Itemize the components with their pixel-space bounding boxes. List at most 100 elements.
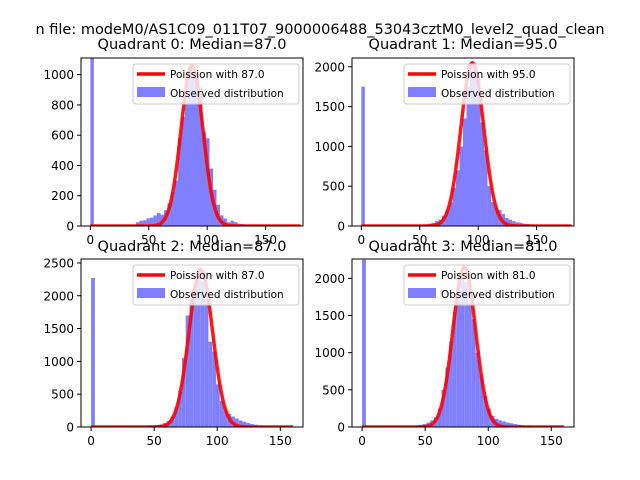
quadrant-1-x-tick-label: 150 (525, 233, 548, 247)
quadrant-0-hist-bar (184, 100, 189, 226)
quadrant-2-hist-bar (197, 276, 201, 427)
quadrant-0-panel: Quadrant 0: Median=87.0 0 50 100 150 0 200 400… (43, 37, 304, 247)
quadrant-3-hist-bar (468, 304, 472, 427)
quadrant-0-hist-bar (149, 217, 154, 226)
quadrant-2-hist-bar (178, 390, 182, 427)
quadrant-2-hist-bar (238, 420, 243, 427)
quadrant-0-y-tick-label: 1000 (43, 68, 74, 82)
quadrant-2-x-tick-label: 100 (206, 434, 229, 448)
quadrant-1-panel: Quadrant 1: Median=95.0 0 50 100 1500500100… (314, 37, 575, 247)
quadrant-0-y-tick-label: 0 (66, 220, 74, 234)
quadrant-3-y-tick-label: 0 (337, 421, 345, 435)
quadrant-3-panel: Quadrant 3: Median=81.0 0 50 100 1500500100… (314, 239, 575, 448)
quadrant-2-hist-bar (242, 421, 247, 427)
quadrant-1-title: Quadrant 1: Median=95.0 (369, 37, 558, 53)
quadrant-0-plot-area (89, 58, 302, 226)
quadrant-1-hist-bar (508, 219, 513, 226)
quadrant-2-hist-bar (246, 423, 251, 427)
quadrant-0-x-tick-label: 50 (141, 233, 156, 247)
quadrant-3-hist-bar (452, 311, 457, 427)
quadrant-1-hist-bar (494, 207, 499, 226)
quadrant-3-hist-bar (505, 422, 510, 427)
quadrant-3-hist-bar (464, 282, 469, 427)
quadrant-2-hist-bar (193, 289, 198, 427)
quadrant-3-hist-bar (445, 367, 450, 427)
quadrant-3-y-tick-label: 2000 (314, 272, 345, 286)
quadrant-2-hist-bar (174, 407, 179, 427)
quadrant-3-hist-bar (449, 341, 453, 427)
quadrant-0-hist-bar (170, 192, 175, 226)
quadrant-2-legend-hist-label: Observed distribution (170, 289, 284, 301)
quadrant-2-hist-bar (181, 358, 186, 427)
quadrant-2-title: Quadrant 2: Median=87.0 (98, 239, 287, 255)
quadrant-3-x-tick-label: 50 (418, 434, 433, 448)
quadrant-0-legend-hist-label: Observed distribution (170, 88, 284, 100)
quadrant-2-hist-bar (200, 281, 205, 427)
quadrant-3-hist-bar (437, 408, 442, 427)
quadrant-2-hist-bar (208, 341, 213, 427)
quadrant-1-hist-bar (484, 150, 488, 226)
quadrant-2-y-tick-label: 1000 (43, 355, 74, 369)
quadrant-2-axes-frame (80, 258, 304, 428)
quadrant-3-hist-bar (502, 421, 506, 427)
quadrant-1-legend-fit-label: Poission with 95.0 (441, 69, 536, 81)
quadrant-2-hist-bar (170, 416, 175, 427)
quadrant-0-y-tick-label: 200 (51, 189, 74, 203)
quadrant-1-hist-bar (455, 170, 460, 226)
quadrant-3-x-tick-label: 0 (358, 434, 366, 448)
quadrant-0-hist-bar (177, 138, 182, 226)
quadrant-1-hist-bar (452, 187, 456, 226)
quadrant-3-hist-bar (460, 278, 465, 427)
quadrant-2-hist-bar (189, 299, 194, 427)
quadrant-0-legend-hist-swatch (137, 87, 165, 97)
quadrant-1-hist-bar (473, 70, 478, 226)
quadrant-2-hist-bar (234, 418, 239, 427)
quadrant-1-legend-hist-label: Observed distribution (441, 88, 555, 100)
quadrant-0-hist-bar (202, 132, 207, 226)
quadrant-0-axes-frame (80, 57, 304, 227)
quadrant-1-y-tick-label: 0 (337, 220, 345, 234)
figure-suptitle: n file: modeM0/AS1C09_011T07_9000006488_… (35, 22, 604, 38)
quadrant-3-legend-hist-label: Observed distribution (441, 289, 555, 301)
quadrant-3-hist-bar (509, 423, 514, 427)
quadrant-0-hist-bar (188, 65, 192, 226)
quadrant-1-hist-bar (480, 122, 485, 226)
quadrant-2-legend-hist-swatch (137, 288, 165, 298)
quadrant-0-hist-bar (192, 77, 196, 226)
quadrant-1-hist-bar (491, 202, 495, 226)
quadrant-2-plot-area (89, 267, 295, 427)
quadrant-2-hist-bar (91, 278, 95, 427)
quadrant-1-hist-bar (512, 221, 516, 226)
quadrant-1-x-tick-label: 100 (467, 233, 490, 247)
quadrant-3-hist-bar (362, 259, 366, 427)
quadrant-3-axes-frame (351, 258, 575, 428)
quadrant-3-legend-hist-swatch (408, 288, 436, 298)
quadrant-2-y-tick-label: 1500 (43, 322, 74, 336)
quadrant-1-hist-bar (505, 218, 509, 226)
quadrant-3-y-tick-label: 1500 (314, 309, 345, 323)
quadrant-1-y-tick-label: 1500 (314, 100, 345, 114)
quadrant-1-hist-bar (459, 146, 463, 226)
quadrant-2-legend-fit-label: Poission with 87.0 (170, 270, 265, 282)
quadrant-3-hist-bar (475, 352, 480, 427)
quadrant-3-hist-bar (483, 395, 487, 427)
quadrant-1-legend-hist-swatch (408, 87, 436, 97)
quadrant-3-hist-bar (471, 319, 476, 427)
quadrant-0-y-tick-label: 800 (51, 98, 74, 112)
quadrant-2-x-tick-label: 150 (269, 434, 292, 448)
quadrant-2-x-tick-label: 0 (87, 434, 95, 448)
quadrant-1-hist-bar (463, 118, 467, 226)
quadrant-2-hist-bar (223, 409, 228, 427)
quadrant-3-hist-bar (441, 389, 446, 427)
quadrant-0-hist-bar (195, 76, 200, 226)
quadrant-2-legend-box (132, 264, 300, 306)
quadrant-2-y-tick-label: 2000 (43, 289, 74, 303)
quadrant-2-hist-bar (185, 315, 190, 427)
quadrant-0-hist-bar (167, 203, 171, 226)
quadrant-0-hist-bar (142, 220, 147, 226)
quadrant-2-y-tick-label: 0 (66, 421, 74, 435)
quadrant-2-panel: Quadrant 2: Median=87.0 0 50 100 1500500100… (43, 239, 304, 448)
quadrant-3-legend-fit-label: Poission with 81.0 (441, 270, 536, 282)
quadrant-0-y-tick-label: 600 (51, 129, 74, 143)
